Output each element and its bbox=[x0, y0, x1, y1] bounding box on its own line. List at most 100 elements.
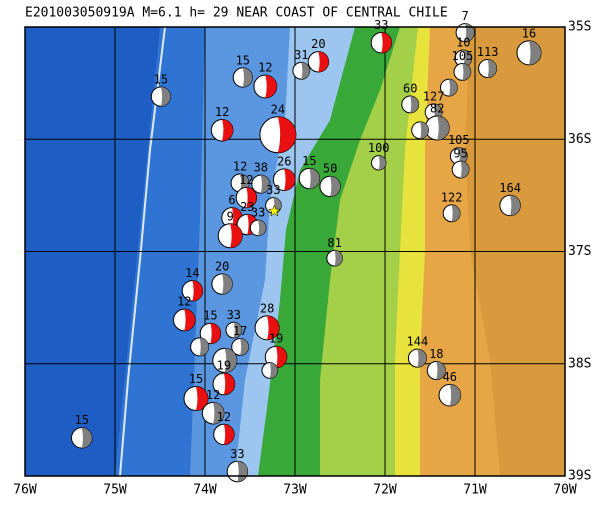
depth-label: 82 bbox=[430, 102, 444, 116]
beachball-lobe bbox=[224, 348, 237, 373]
depth-label: 20 bbox=[215, 259, 229, 273]
event: 15 bbox=[183, 372, 209, 412]
event: 100 bbox=[368, 141, 390, 171]
depth-label: 95 bbox=[453, 147, 467, 161]
beachball-lobe bbox=[463, 50, 472, 67]
x-tick-label: 74W bbox=[193, 483, 217, 498]
depth-label: 38 bbox=[254, 161, 268, 175]
frame bbox=[24, 26, 566, 477]
beachball-lobe bbox=[258, 220, 266, 236]
x-tick-label: 71W bbox=[463, 483, 487, 498]
beachball-lobe bbox=[223, 373, 235, 395]
beachball-lobe bbox=[160, 86, 171, 107]
depth-label: 19 bbox=[217, 359, 231, 373]
depth-label: 12 bbox=[177, 295, 191, 309]
event: 7 bbox=[455, 9, 475, 43]
depth-label: 144 bbox=[407, 335, 429, 349]
event: 17 bbox=[231, 324, 250, 356]
beachball-lobe bbox=[462, 63, 471, 81]
depth-label: 15 bbox=[203, 309, 217, 323]
event: 12 bbox=[210, 105, 234, 142]
event: 24 bbox=[259, 102, 297, 154]
event: 82 bbox=[424, 102, 450, 141]
event: 28 bbox=[254, 301, 280, 341]
event bbox=[212, 347, 238, 373]
beachball-lobe bbox=[213, 402, 224, 424]
event bbox=[190, 337, 210, 357]
x-tick-label: 76W bbox=[13, 483, 37, 498]
depth-label: 6 bbox=[228, 193, 235, 207]
depth-label: 15 bbox=[154, 72, 168, 86]
event bbox=[411, 121, 430, 140]
event: 20 bbox=[211, 259, 233, 295]
event: 19 bbox=[264, 332, 288, 369]
event: 26 bbox=[272, 154, 296, 191]
depth-label: 31 bbox=[294, 48, 308, 62]
depth-label: 9 bbox=[227, 209, 234, 223]
depth-label: 19 bbox=[269, 332, 283, 346]
beachball-lobe bbox=[230, 223, 243, 248]
map-title: E201003050919A M=6.1 h= 29 NEAR COAST OF… bbox=[25, 6, 448, 21]
depth-label: 7 bbox=[461, 9, 468, 23]
beachball-lobe bbox=[233, 322, 242, 338]
event: 12 bbox=[230, 160, 250, 193]
beachball-lobe bbox=[420, 121, 429, 139]
event: 15 bbox=[150, 72, 171, 107]
depth-label: 15 bbox=[74, 413, 88, 427]
depth-label: 105 bbox=[452, 49, 474, 63]
event: 15 bbox=[298, 154, 321, 190]
event: 33 bbox=[225, 308, 243, 339]
event: 164 bbox=[499, 181, 521, 217]
event: 105 bbox=[452, 49, 474, 81]
beachball-lobe bbox=[437, 116, 450, 141]
depth-label: 46 bbox=[443, 370, 457, 384]
depth-label: 164 bbox=[499, 181, 521, 195]
event: 31 bbox=[292, 48, 311, 80]
depth-label: 12 bbox=[206, 388, 220, 402]
event: 14 bbox=[181, 266, 204, 302]
depth-label: 12 bbox=[239, 173, 253, 187]
beachball-lobe bbox=[451, 204, 460, 222]
event: 19 bbox=[212, 359, 236, 396]
depth-label: 33 bbox=[266, 183, 280, 197]
depth-label: 12 bbox=[233, 160, 247, 174]
event: 12 bbox=[213, 410, 235, 446]
beachball-lobe bbox=[309, 168, 320, 189]
depth-label: 20 bbox=[311, 37, 325, 51]
beachball-lobe bbox=[269, 362, 278, 379]
beachball-lobe bbox=[223, 424, 235, 445]
depth-label: 10 bbox=[456, 36, 470, 50]
event: 18 bbox=[426, 347, 446, 380]
event bbox=[261, 362, 279, 379]
beachball-lobe bbox=[81, 427, 92, 449]
depth-label: 105 bbox=[448, 133, 470, 147]
depth-label: 12 bbox=[258, 61, 272, 75]
x-tick-label: 70W bbox=[553, 483, 577, 498]
depth-label: 28 bbox=[260, 301, 274, 315]
depth-label: 33 bbox=[374, 18, 388, 32]
beachball-lobe bbox=[410, 96, 419, 113]
beachball-lobe bbox=[436, 361, 446, 380]
beachball-lobe bbox=[276, 346, 287, 368]
depth-label: 12 bbox=[215, 105, 229, 119]
depth-label: 81 bbox=[327, 236, 341, 250]
event: 95 bbox=[451, 147, 470, 179]
beachball-lobe bbox=[378, 155, 386, 171]
event: 122 bbox=[441, 190, 462, 223]
beachball-lobe bbox=[242, 67, 253, 88]
beachball-lobe bbox=[417, 349, 427, 368]
beachball-lobe bbox=[184, 309, 196, 331]
beachball-lobe bbox=[448, 79, 458, 97]
beachball-lobe bbox=[318, 51, 329, 72]
event: 46 bbox=[438, 370, 462, 407]
event: 50 bbox=[319, 162, 341, 198]
epicenter-star bbox=[267, 204, 281, 217]
depth-label: 17 bbox=[233, 324, 247, 338]
depth-label: 33 bbox=[230, 447, 244, 461]
event: 10 bbox=[454, 36, 473, 68]
beachball-lobe bbox=[460, 161, 469, 178]
beachball-lobe bbox=[267, 315, 280, 340]
beachball-lobe bbox=[510, 195, 521, 216]
depth-label: 16 bbox=[522, 26, 536, 40]
